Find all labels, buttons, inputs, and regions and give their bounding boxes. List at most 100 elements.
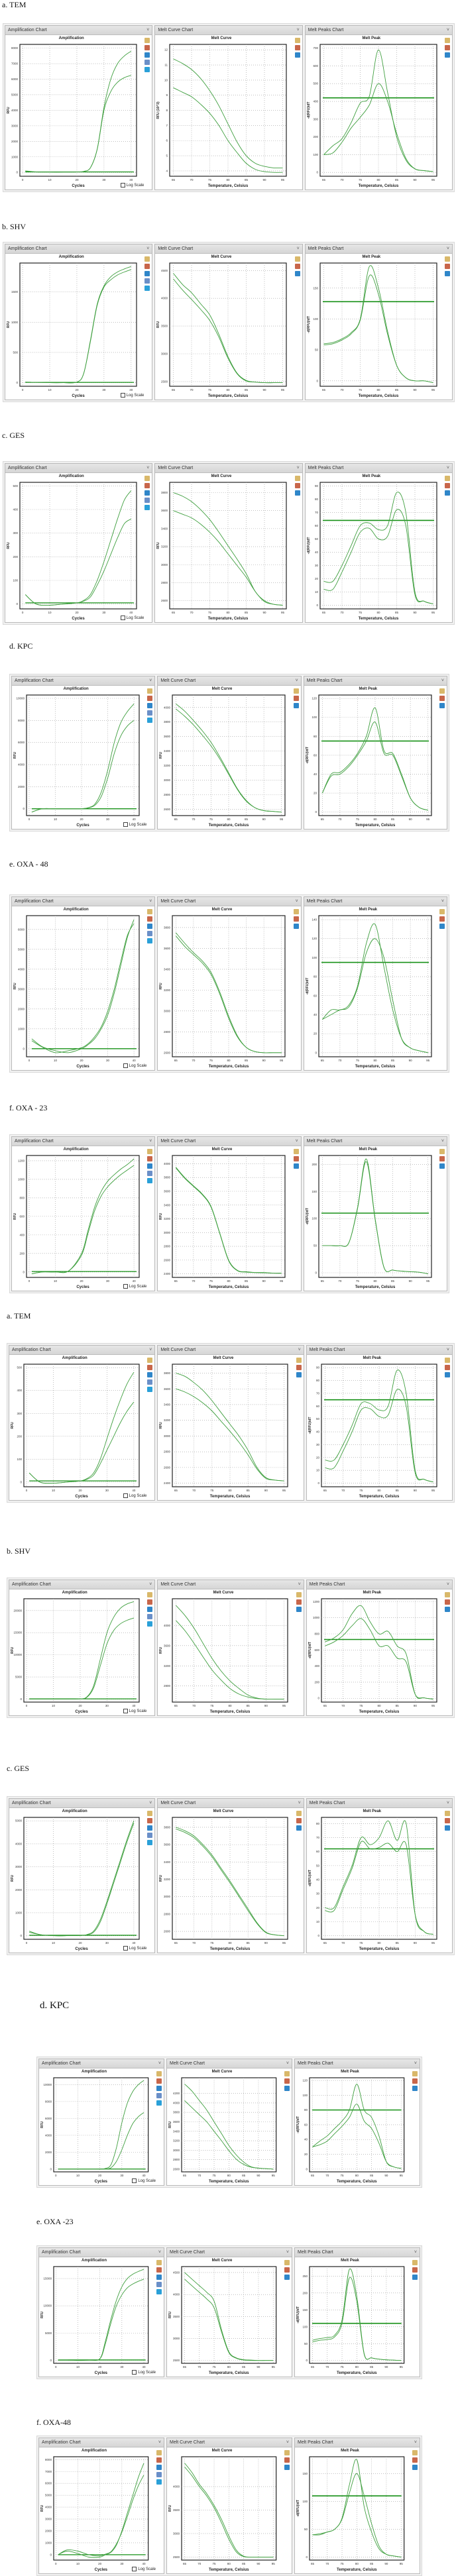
export-icon[interactable] (284, 2465, 290, 2470)
chart-selector[interactable]: Melt Curve Chart ˅ (167, 2059, 292, 2068)
clipboard-icon[interactable] (147, 1149, 153, 1154)
export-icon[interactable] (156, 2465, 162, 2470)
chart-selector[interactable]: Amplification Chart ˅ (12, 1137, 155, 1146)
export-icon[interactable] (294, 271, 300, 276)
chart-selector[interactable]: Melt Peaks Chart ˅ (304, 1137, 447, 1146)
log-scale-toggle[interactable]: Log Scale (123, 1946, 146, 1951)
clipboard-icon[interactable] (147, 1592, 153, 1597)
export-icon[interactable] (293, 924, 299, 929)
log-scale-checkbox[interactable] (120, 616, 125, 620)
log-scale-checkbox[interactable] (132, 2567, 137, 2571)
chart-icon[interactable] (412, 2267, 418, 2273)
chevron-down-icon[interactable]: ˅ (146, 246, 150, 251)
chevron-down-icon[interactable]: ˅ (298, 1582, 301, 1587)
log-scale-toggle[interactable]: Log Scale (132, 2370, 156, 2375)
clipboard-icon[interactable] (284, 2071, 290, 2076)
log-scale-checkbox[interactable] (120, 393, 125, 398)
chevron-down-icon[interactable]: ˅ (441, 1139, 444, 1144)
clipboard-icon[interactable] (293, 688, 299, 694)
clipboard-icon[interactable] (144, 476, 150, 481)
chevron-down-icon[interactable]: ˅ (296, 246, 300, 251)
chevron-down-icon[interactable]: ˅ (146, 28, 150, 32)
chart-icon[interactable] (147, 696, 153, 701)
clipboard-icon[interactable] (156, 2071, 162, 2076)
export-icon[interactable] (144, 52, 150, 58)
log-scale-toggle[interactable]: Log Scale (123, 1493, 146, 1498)
export-icon[interactable] (412, 2465, 418, 2470)
chevron-down-icon[interactable]: ˅ (146, 466, 150, 470)
chart-icon[interactable] (296, 1818, 302, 1823)
clipboard-icon[interactable] (284, 2450, 290, 2455)
clipboard-icon[interactable] (296, 1592, 302, 1597)
export-icon[interactable] (444, 1607, 450, 1612)
chart-selector[interactable]: Amplification Chart ˅ (5, 464, 152, 473)
chevron-down-icon[interactable]: ˅ (149, 1139, 152, 1144)
chart-icon[interactable] (296, 1599, 302, 1605)
chevron-down-icon[interactable]: ˅ (446, 1348, 449, 1352)
chart-icon[interactable] (284, 2267, 290, 2273)
clipboard-icon[interactable] (147, 688, 153, 694)
export-icon[interactable] (147, 924, 153, 929)
chart-icon[interactable] (439, 1156, 445, 1161)
clipboard-icon[interactable] (444, 1811, 450, 1816)
chevron-down-icon[interactable]: ˅ (286, 2250, 289, 2255)
log-scale-checkbox[interactable] (132, 2178, 137, 2183)
chart-icon[interactable] (144, 483, 150, 488)
chart-icon[interactable] (294, 45, 300, 50)
export-icon[interactable] (293, 703, 299, 708)
log-scale-toggle[interactable]: Log Scale (123, 1709, 146, 1713)
chart-selector[interactable]: Melt Curve Chart ˅ (167, 2248, 292, 2257)
zoom-icon[interactable] (144, 60, 150, 65)
clipboard-icon[interactable] (144, 38, 150, 43)
clipboard-icon[interactable] (296, 1811, 302, 1816)
clipboard-icon[interactable] (293, 1149, 299, 1154)
chevron-down-icon[interactable]: ˅ (414, 2250, 417, 2255)
chevron-down-icon[interactable]: ˅ (296, 28, 300, 32)
zoom-icon[interactable] (147, 1833, 153, 1838)
zoom-icon[interactable] (144, 278, 150, 284)
chevron-down-icon[interactable]: ˅ (295, 899, 298, 904)
clipboard-icon[interactable] (156, 2450, 162, 2455)
chart-selector[interactable]: Amplification Chart ˅ (9, 1799, 155, 1808)
clipboard-icon[interactable] (147, 1358, 153, 1363)
chart-selector[interactable]: Amplification Chart ˅ (39, 2438, 164, 2447)
export-icon[interactable] (444, 52, 450, 58)
trace-icon[interactable] (147, 1387, 153, 1392)
chevron-down-icon[interactable]: ˅ (295, 1139, 298, 1144)
log-scale-checkbox[interactable] (123, 1493, 128, 1498)
chart-selector[interactable]: Melt Peaks Chart ˅ (306, 1346, 452, 1355)
chevron-down-icon[interactable]: ˅ (149, 678, 152, 683)
trace-icon[interactable] (147, 938, 153, 943)
chart-icon[interactable] (293, 1156, 299, 1161)
clipboard-icon[interactable] (444, 38, 450, 43)
clipboard-icon[interactable] (284, 2260, 290, 2265)
clipboard-icon[interactable] (412, 2260, 418, 2265)
chart-selector[interactable]: Melt Curve Chart ˅ (155, 26, 302, 35)
export-icon[interactable] (439, 703, 445, 708)
chevron-down-icon[interactable]: ˅ (295, 678, 298, 683)
chart-selector[interactable]: Melt Curve Chart ˅ (158, 897, 301, 906)
log-scale-checkbox[interactable] (120, 183, 125, 188)
trace-icon[interactable] (156, 2100, 162, 2106)
chart-icon[interactable] (444, 1365, 450, 1370)
export-icon[interactable] (284, 2086, 290, 2091)
chevron-down-icon[interactable]: ˅ (446, 28, 449, 32)
clipboard-icon[interactable] (156, 2260, 162, 2265)
trace-icon[interactable] (156, 2479, 162, 2485)
clipboard-icon[interactable] (444, 1592, 450, 1597)
export-icon[interactable] (439, 1163, 445, 1169)
export-icon[interactable] (294, 490, 300, 496)
export-icon[interactable] (144, 490, 150, 496)
chevron-down-icon[interactable]: ˅ (414, 2061, 417, 2066)
chevron-down-icon[interactable]: ˅ (158, 2061, 161, 2066)
zoom-icon[interactable] (147, 1614, 153, 1619)
log-scale-toggle[interactable]: Log Scale (132, 2567, 156, 2571)
clipboard-icon[interactable] (294, 38, 300, 43)
chart-selector[interactable]: Amplification Chart ˅ (12, 676, 155, 686)
chart-selector[interactable]: Melt Curve Chart ˅ (158, 676, 301, 686)
chart-icon[interactable] (147, 1599, 153, 1605)
chart-icon[interactable] (144, 264, 150, 269)
chart-icon[interactable] (296, 1365, 302, 1370)
export-icon[interactable] (156, 2275, 162, 2280)
log-scale-toggle[interactable]: Log Scale (123, 1284, 146, 1289)
